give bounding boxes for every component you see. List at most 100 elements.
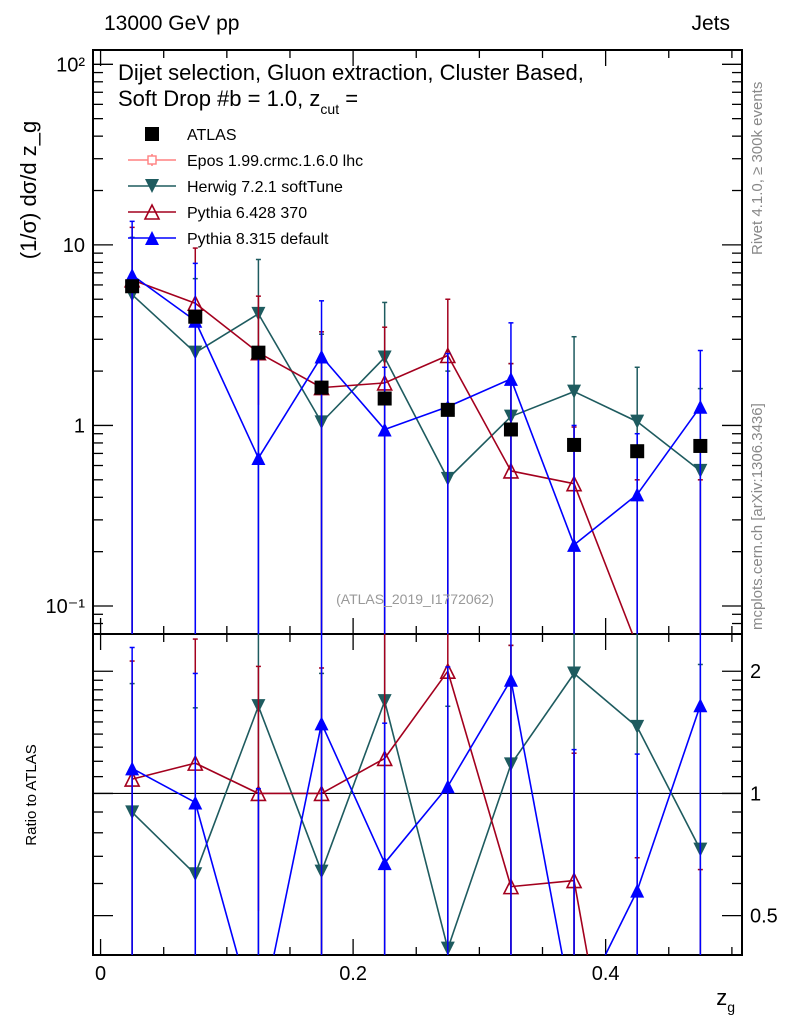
x-tick-label: 0 [95, 963, 106, 985]
series-line-segment [447, 355, 512, 472]
series-pythia8-ratio [125, 634, 708, 956]
ratio-y-tick-label: 1 [750, 783, 761, 805]
series-line-segment [636, 420, 701, 472]
ratio-y-axis-label: Ratio to ATLAS [23, 744, 40, 845]
data-point [503, 371, 518, 386]
legend-item-pythia8: Pythia 8.315 default [128, 231, 329, 248]
data-point [440, 779, 455, 794]
x-tick-label: 0.2 [339, 963, 367, 985]
series-line-segment [131, 279, 196, 305]
series-line-segment [447, 764, 512, 949]
data-point [567, 666, 582, 681]
y-axis-label: (1/σ) dσ/d z_g [16, 121, 41, 259]
legend-label: ATLAS [187, 127, 237, 144]
series-line-segment [510, 879, 575, 888]
data-point [377, 856, 392, 871]
data-point [314, 380, 329, 395]
data-point [125, 761, 140, 776]
main-series-group [123, 220, 708, 635]
plot-title-sub: cut [320, 101, 339, 117]
legend-label: Herwig 7.2.1 softTune [187, 179, 343, 196]
y-tick-label: 10 [63, 235, 85, 257]
data-point [125, 268, 140, 283]
data-point [188, 309, 203, 324]
series-line-segment [131, 274, 196, 322]
data-point [188, 795, 203, 810]
data-point [630, 414, 645, 429]
series-herwig-ratio [125, 634, 708, 956]
series-line-segment [636, 726, 702, 850]
series-line-segment [384, 405, 449, 431]
series-line-segment [384, 785, 449, 864]
y-tick-label: 10⁻¹ [46, 596, 86, 618]
legend-marker [145, 127, 159, 141]
watermark: (ATLAS_2019_I1772062) [336, 591, 494, 607]
plot-title-tail: = [339, 86, 358, 111]
data-point [314, 716, 329, 731]
series-line-segment [573, 390, 638, 423]
ratio-plot-frame [92, 633, 743, 956]
plot-title-main: Dijet selection, Gluon extraction, Clust… [118, 60, 584, 85]
series-line-segment [573, 493, 638, 546]
data-point [251, 451, 266, 466]
data-point [693, 698, 708, 713]
series-line-segment [258, 351, 322, 389]
header-right: Jets [691, 12, 730, 35]
series-line-segment [573, 483, 634, 635]
legend-item-epos: Epos 1.99.crmc.1.6.0 lhc [128, 153, 363, 170]
legend-marker [145, 179, 159, 193]
data-point [377, 422, 392, 437]
series-line-segment [573, 672, 638, 728]
legend-label: Pythia 8.315 default [187, 231, 329, 248]
header-left: 13000 GeV pp [104, 12, 239, 35]
series-line-segment [636, 704, 702, 891]
series-line-segment [194, 302, 259, 354]
data-point [567, 384, 582, 399]
y-tick-label: 1 [74, 415, 85, 437]
data-point [630, 444, 645, 459]
series-line-segment [384, 670, 449, 759]
series-line-segment [194, 705, 260, 875]
series-line-segment [257, 705, 323, 872]
series-line-segment [510, 378, 575, 546]
series-pythia6 [123, 226, 703, 635]
legend-item-atlas: ATLAS [145, 127, 237, 144]
series-line-segment [384, 354, 449, 384]
x-axis-label: zg [716, 985, 735, 1015]
series-line-segment [636, 406, 701, 495]
series-line-segment [510, 390, 575, 418]
data-point [503, 672, 518, 687]
series-line-segment [131, 767, 196, 804]
data-point [567, 537, 582, 552]
axes: 0 0.2 0.4 10⁻¹ 1 10 10² 0.5 1 2 [46, 49, 778, 985]
data-point [630, 719, 645, 734]
data-point [251, 345, 266, 360]
series-line-segment [257, 356, 323, 459]
legend-item-herwig: Herwig 7.2.1 softTune [128, 179, 343, 196]
legend-marker [147, 155, 157, 165]
series-line-segment [257, 313, 323, 423]
series-line-segment [320, 723, 386, 864]
legend-item-pythia6: Pythia 6.428 370 [128, 203, 307, 222]
data-point [314, 349, 329, 364]
side-text-top: Rivet 4.1.0, ≥ 300k events [749, 82, 766, 255]
y-tick-label: 10² [56, 54, 85, 76]
series-line-segment [447, 679, 512, 787]
data-point [693, 399, 708, 414]
data-point [125, 279, 140, 294]
series-line-segment [604, 890, 638, 956]
legend-marker [145, 231, 159, 245]
ratio-series-group [123, 634, 708, 956]
series-pythia8 [125, 220, 708, 634]
data-marks [123, 220, 708, 956]
series-line-segment [194, 320, 260, 459]
plot-title: Dijet selection, Gluon extraction, Clust… [118, 60, 584, 117]
data-point [567, 437, 582, 452]
data-point [693, 438, 708, 453]
ratio-y-tick-label: 2 [750, 661, 761, 683]
legend-label: Epos 1.99.crmc.1.6.0 lhc [187, 153, 363, 170]
series-line-segment [131, 294, 196, 354]
series-line-segment [131, 762, 196, 780]
series-line-segment [194, 313, 259, 354]
